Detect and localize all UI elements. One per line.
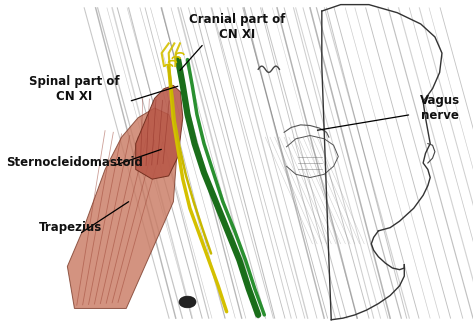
Text: Trapezius: Trapezius: [39, 221, 102, 234]
Text: Vagus
nerve: Vagus nerve: [419, 94, 460, 122]
Circle shape: [179, 296, 196, 308]
Polygon shape: [136, 85, 183, 179]
Text: Spinal part of
CN XI: Spinal part of CN XI: [29, 75, 120, 103]
Polygon shape: [67, 108, 178, 308]
Text: Sternocleidomastoid: Sternocleidomastoid: [6, 156, 143, 170]
Text: Cranial part of
CN XI: Cranial part of CN XI: [189, 13, 285, 41]
